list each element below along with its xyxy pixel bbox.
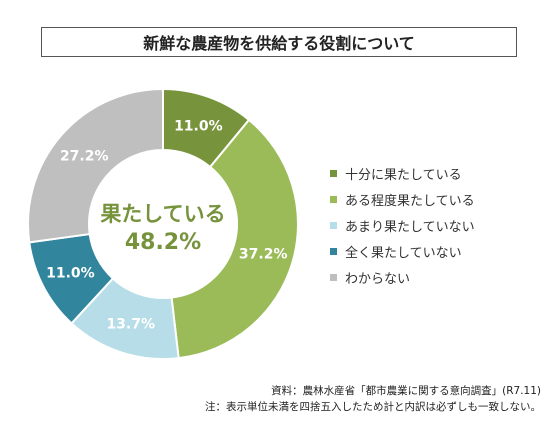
slice-label: 13.7% [106, 316, 155, 332]
legend-label: 全く果たしていない [345, 245, 462, 261]
slice-label: 11.0% [46, 265, 95, 281]
legend-item: あまり果たしていない [330, 212, 475, 238]
legend-swatch [330, 247, 337, 255]
legend-item: 全く果たしていない [330, 238, 475, 264]
slice-label: 27.2% [60, 148, 109, 164]
legend: 十分に果たしている ある程度果たしている あまり果たしていない 全く果たしていな… [330, 160, 475, 290]
donut-slice [27, 87, 164, 244]
legend-label: あまり果たしていない [345, 219, 475, 235]
rounding-note: 注：表示単位未満を四捨五入したため計と内訳は必ずしも一致しない。 [205, 401, 541, 413]
legend-swatch [330, 273, 337, 281]
legend-item: わからない [330, 264, 475, 290]
donut-slice [170, 118, 299, 360]
legend-item: ある程度果たしている [330, 186, 475, 212]
source-note: 資料：農林水産省「都市農業に関する意向調査」(R7.11) [271, 385, 541, 397]
legend-label: わからない [345, 271, 411, 287]
legend-item: 十分に果たしている [330, 160, 475, 186]
slice-label: 11.0% [174, 119, 223, 135]
legend-swatch [330, 221, 337, 229]
legend-swatch [330, 195, 337, 203]
legend-swatch [330, 169, 337, 177]
center-label-line1: 果たしている [100, 202, 225, 226]
legend-label: 十分に果たしている [345, 167, 462, 183]
slice-label: 37.2% [239, 247, 288, 263]
legend-label: ある程度果たしている [345, 193, 475, 209]
center-label-value: 48.2% [125, 230, 201, 255]
chart-title: 新鮮な農産物を供給する役割について [41, 27, 517, 57]
